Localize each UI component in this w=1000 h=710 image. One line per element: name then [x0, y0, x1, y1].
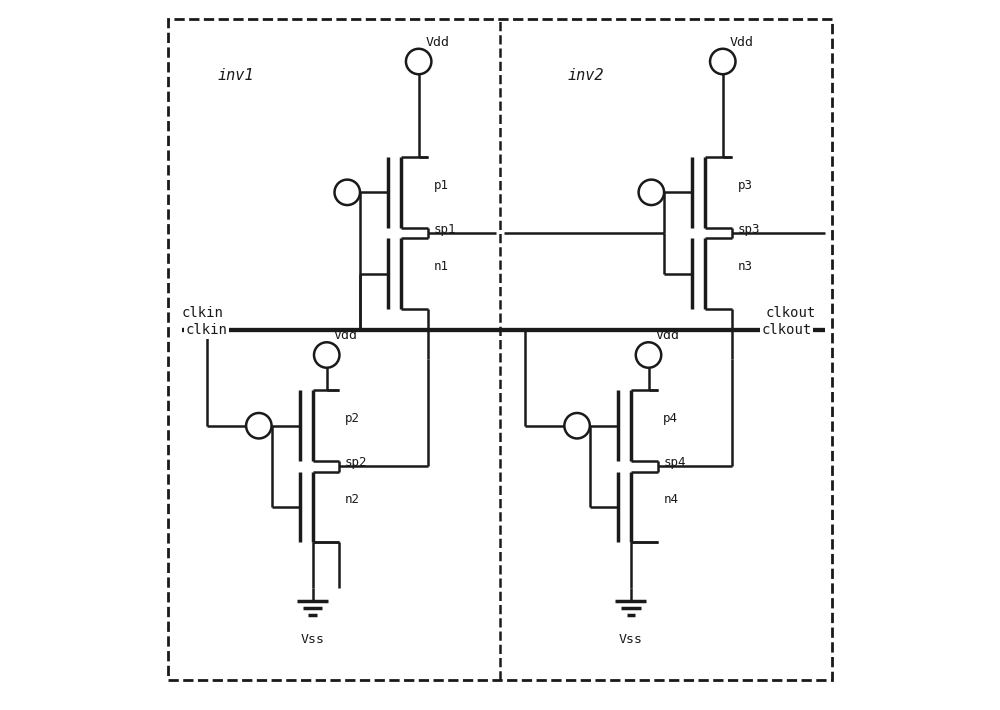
Text: sp2: sp2: [345, 457, 368, 469]
Circle shape: [564, 413, 590, 439]
Text: n4: n4: [663, 493, 678, 506]
Text: Vdd: Vdd: [426, 36, 450, 49]
Text: clkin: clkin: [185, 323, 227, 337]
Text: p4: p4: [663, 412, 678, 425]
Text: n1: n1: [434, 260, 449, 273]
Text: n3: n3: [738, 260, 753, 273]
Text: Vdd: Vdd: [656, 329, 680, 342]
Text: clkout: clkout: [765, 305, 815, 320]
Circle shape: [314, 342, 339, 368]
Text: Vss: Vss: [619, 633, 643, 646]
Text: p3: p3: [738, 179, 753, 192]
Text: p2: p2: [345, 412, 360, 425]
Text: clkout: clkout: [762, 323, 812, 337]
Text: p1: p1: [434, 179, 449, 192]
Text: Vss: Vss: [301, 633, 325, 646]
Text: sp1: sp1: [434, 223, 456, 236]
Text: sp3: sp3: [738, 223, 760, 236]
Text: inv2: inv2: [567, 68, 604, 83]
Text: clkin: clkin: [182, 305, 224, 320]
Text: inv1: inv1: [217, 68, 254, 83]
Circle shape: [639, 180, 664, 205]
Text: Vdd: Vdd: [334, 329, 358, 342]
Circle shape: [710, 49, 736, 75]
Text: n2: n2: [345, 493, 360, 506]
Text: Vdd: Vdd: [730, 36, 754, 49]
Text: sp4: sp4: [663, 457, 686, 469]
Circle shape: [335, 180, 360, 205]
Circle shape: [636, 342, 661, 368]
Circle shape: [406, 49, 431, 75]
Circle shape: [246, 413, 272, 439]
